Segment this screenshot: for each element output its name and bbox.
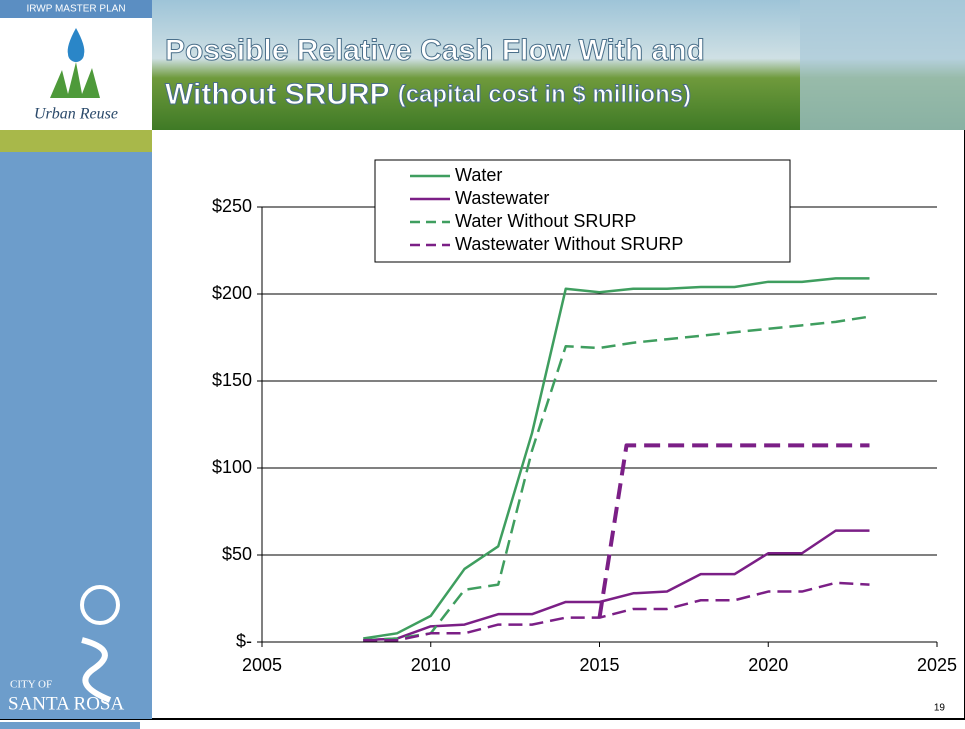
page-number: 19	[934, 703, 946, 714]
legend-label: Water Without SRURP	[455, 211, 636, 231]
legend-label: Water	[455, 165, 502, 185]
series-line	[363, 315, 870, 642]
chart-title-2: Without SRURP (capital cost in $ millions…	[165, 78, 691, 111]
chart-title: Possible Relative Cash Flow With and	[165, 34, 705, 67]
legend-label: Wastewater Without SRURP	[455, 234, 683, 254]
y-tick-label: $50	[222, 544, 252, 564]
rose-icon	[80, 585, 120, 625]
y-tick-label: $-	[236, 631, 252, 651]
x-tick-label: 2020	[748, 655, 788, 675]
series-line	[363, 277, 870, 640]
drop-icon	[67, 28, 85, 62]
logo-text: Urban Reuse	[34, 106, 118, 123]
legend-label: Wastewater	[455, 188, 549, 208]
y-tick-label: $200	[212, 283, 252, 303]
x-tick-label: 2010	[411, 655, 451, 675]
series-line	[363, 581, 870, 642]
y-tick-label: $150	[212, 370, 252, 390]
title-line: Possible Relative Cash Flow With and	[165, 34, 705, 67]
y-tick-label: $100	[212, 457, 252, 477]
city-name: SANTA ROSA	[8, 693, 124, 714]
chart-subtitle: (capital cost in $ millions)	[398, 81, 691, 108]
series-line	[363, 529, 870, 642]
header-fade	[800, 0, 965, 130]
title-line: Without SRURP	[165, 78, 390, 111]
grass-icon	[50, 62, 100, 98]
river-icon	[81, 637, 112, 703]
series-line	[597, 443, 870, 618]
badge-bar	[0, 0, 152, 18]
footer-bar	[0, 722, 140, 729]
x-tick-label: 2015	[579, 655, 619, 675]
x-tick-label: 2005	[242, 655, 282, 675]
y-tick-label: $250	[212, 196, 252, 216]
badge: IRWP MASTER PLAN	[26, 4, 125, 15]
x-tick-label: 2025	[917, 655, 957, 675]
sidebar-accent	[0, 130, 152, 152]
city-top: CITY OF	[10, 679, 52, 691]
